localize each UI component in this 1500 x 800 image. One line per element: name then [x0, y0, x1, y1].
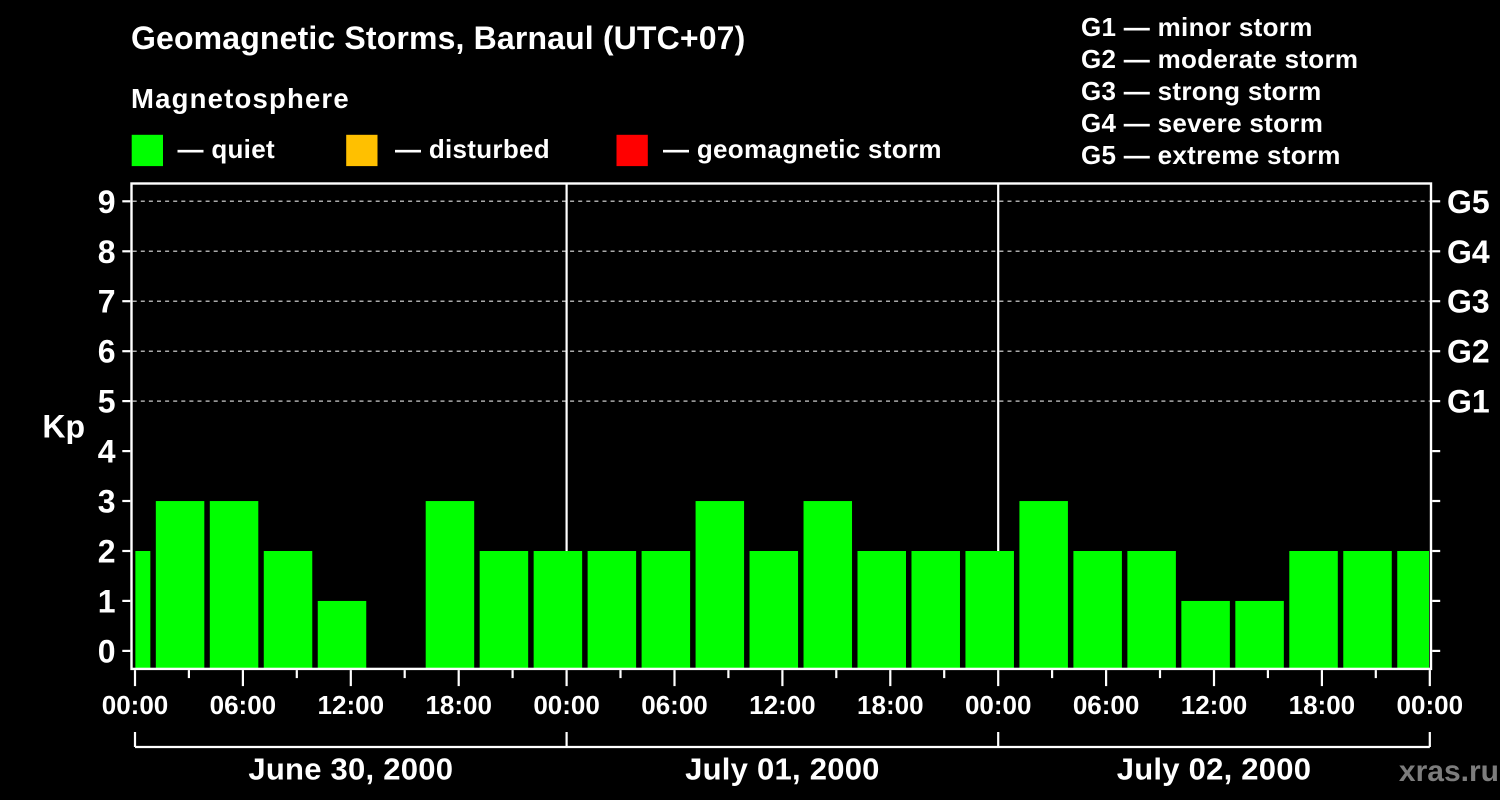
svg-text:G2 — moderate storm: G2 — moderate storm	[1081, 44, 1358, 74]
svg-text:G5: G5	[1447, 184, 1490, 220]
svg-text:Magnetosphere: Magnetosphere	[131, 83, 350, 114]
svg-text:3: 3	[98, 484, 116, 520]
svg-text:4: 4	[98, 434, 116, 470]
svg-text:00:00: 00:00	[102, 690, 169, 720]
svg-text:12:00: 12:00	[749, 690, 816, 720]
svg-text:00:00: 00:00	[965, 690, 1032, 720]
svg-text:Geomagnetic Storms, Barnaul (U: Geomagnetic Storms, Barnaul (UTC+07)	[131, 20, 745, 56]
svg-text:July 02, 2000: July 02, 2000	[1117, 752, 1312, 787]
svg-text:1: 1	[98, 583, 116, 619]
svg-text:— disturbed: — disturbed	[395, 134, 550, 164]
svg-text:12:00: 12:00	[318, 690, 385, 720]
svg-text:00:00: 00:00	[533, 690, 600, 720]
svg-text:Kp: Kp	[42, 409, 85, 445]
svg-text:8: 8	[98, 234, 116, 270]
svg-text:— quiet: — quiet	[178, 134, 275, 164]
svg-text:G4: G4	[1447, 234, 1490, 270]
svg-text:06:00: 06:00	[210, 690, 277, 720]
svg-text:G5 — extreme storm: G5 — extreme storm	[1081, 140, 1341, 170]
svg-text:G3: G3	[1447, 284, 1490, 320]
svg-text:12:00: 12:00	[1181, 690, 1248, 720]
svg-text:7: 7	[98, 284, 116, 320]
svg-text:July 01, 2000: July 01, 2000	[685, 752, 880, 787]
svg-text:2: 2	[98, 534, 116, 570]
svg-text:6: 6	[98, 334, 116, 370]
svg-text:18:00: 18:00	[857, 690, 924, 720]
svg-text:9: 9	[98, 184, 116, 220]
svg-text:G2: G2	[1447, 334, 1490, 370]
svg-text:G3 — strong storm: G3 — strong storm	[1081, 76, 1322, 106]
svg-text:5: 5	[98, 384, 116, 420]
svg-text:June 30, 2000: June 30, 2000	[248, 752, 453, 787]
svg-text:G1: G1	[1447, 384, 1490, 420]
svg-text:xras.ru: xras.ru	[1399, 755, 1499, 788]
svg-text:06:00: 06:00	[641, 690, 708, 720]
svg-text:G1 — minor storm: G1 — minor storm	[1081, 12, 1313, 42]
svg-text:0: 0	[98, 633, 116, 669]
svg-text:00:00: 00:00	[1397, 690, 1464, 720]
svg-text:— geomagnetic storm: — geomagnetic storm	[663, 134, 942, 164]
svg-text:18:00: 18:00	[425, 690, 492, 720]
svg-text:18:00: 18:00	[1289, 690, 1356, 720]
svg-text:G4 — severe storm: G4 — severe storm	[1081, 108, 1323, 138]
svg-text:06:00: 06:00	[1073, 690, 1140, 720]
